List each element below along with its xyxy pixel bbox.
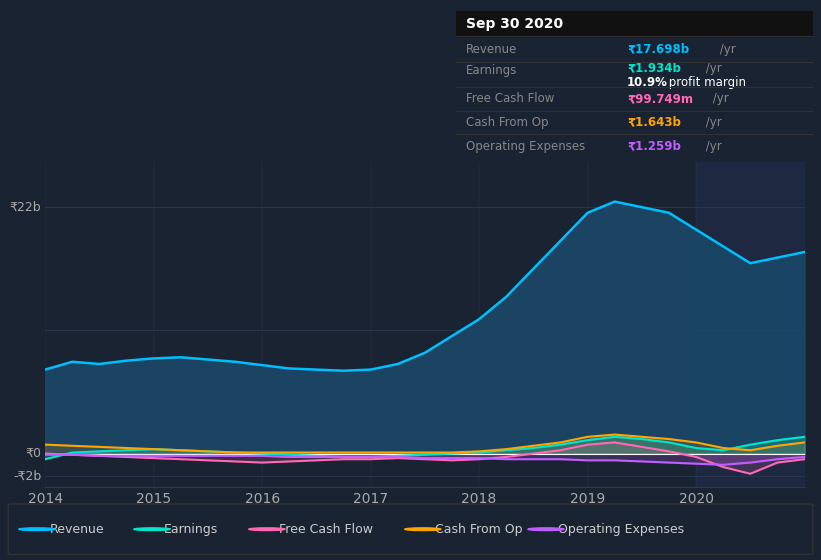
Circle shape xyxy=(249,528,285,530)
Text: Cash From Op: Cash From Op xyxy=(466,116,549,129)
Text: ₹99.749m: ₹99.749m xyxy=(627,92,693,105)
Circle shape xyxy=(19,528,55,530)
Text: /yr: /yr xyxy=(709,92,729,105)
Text: ₹17.698b: ₹17.698b xyxy=(627,43,689,55)
Text: /yr: /yr xyxy=(702,140,722,153)
Text: Operating Expenses: Operating Expenses xyxy=(466,140,585,153)
Text: /yr: /yr xyxy=(717,43,736,55)
Bar xyxy=(456,11,813,36)
Text: Operating Expenses: Operating Expenses xyxy=(558,522,685,536)
Text: Free Cash Flow: Free Cash Flow xyxy=(466,92,555,105)
Text: ₹1.643b: ₹1.643b xyxy=(627,116,681,129)
Circle shape xyxy=(405,528,441,530)
Text: /yr: /yr xyxy=(702,62,722,75)
Bar xyxy=(696,162,805,487)
Text: ₹1.259b: ₹1.259b xyxy=(627,140,681,153)
Text: /yr: /yr xyxy=(702,116,722,129)
Text: Revenue: Revenue xyxy=(49,522,104,536)
Circle shape xyxy=(134,528,170,530)
Text: Revenue: Revenue xyxy=(466,43,518,55)
Text: -₹2b: -₹2b xyxy=(13,469,41,483)
Text: Earnings: Earnings xyxy=(466,64,518,77)
Text: 10.9%: 10.9% xyxy=(627,76,668,89)
Text: ₹0: ₹0 xyxy=(25,447,41,460)
Text: ₹1.934b: ₹1.934b xyxy=(627,62,681,75)
Circle shape xyxy=(528,528,564,530)
Text: Free Cash Flow: Free Cash Flow xyxy=(279,522,373,536)
Text: ₹22b: ₹22b xyxy=(10,200,41,214)
Text: profit margin: profit margin xyxy=(664,76,745,89)
Text: Cash From Op: Cash From Op xyxy=(435,522,523,536)
Text: Earnings: Earnings xyxy=(164,522,218,536)
Text: Sep 30 2020: Sep 30 2020 xyxy=(466,17,563,31)
